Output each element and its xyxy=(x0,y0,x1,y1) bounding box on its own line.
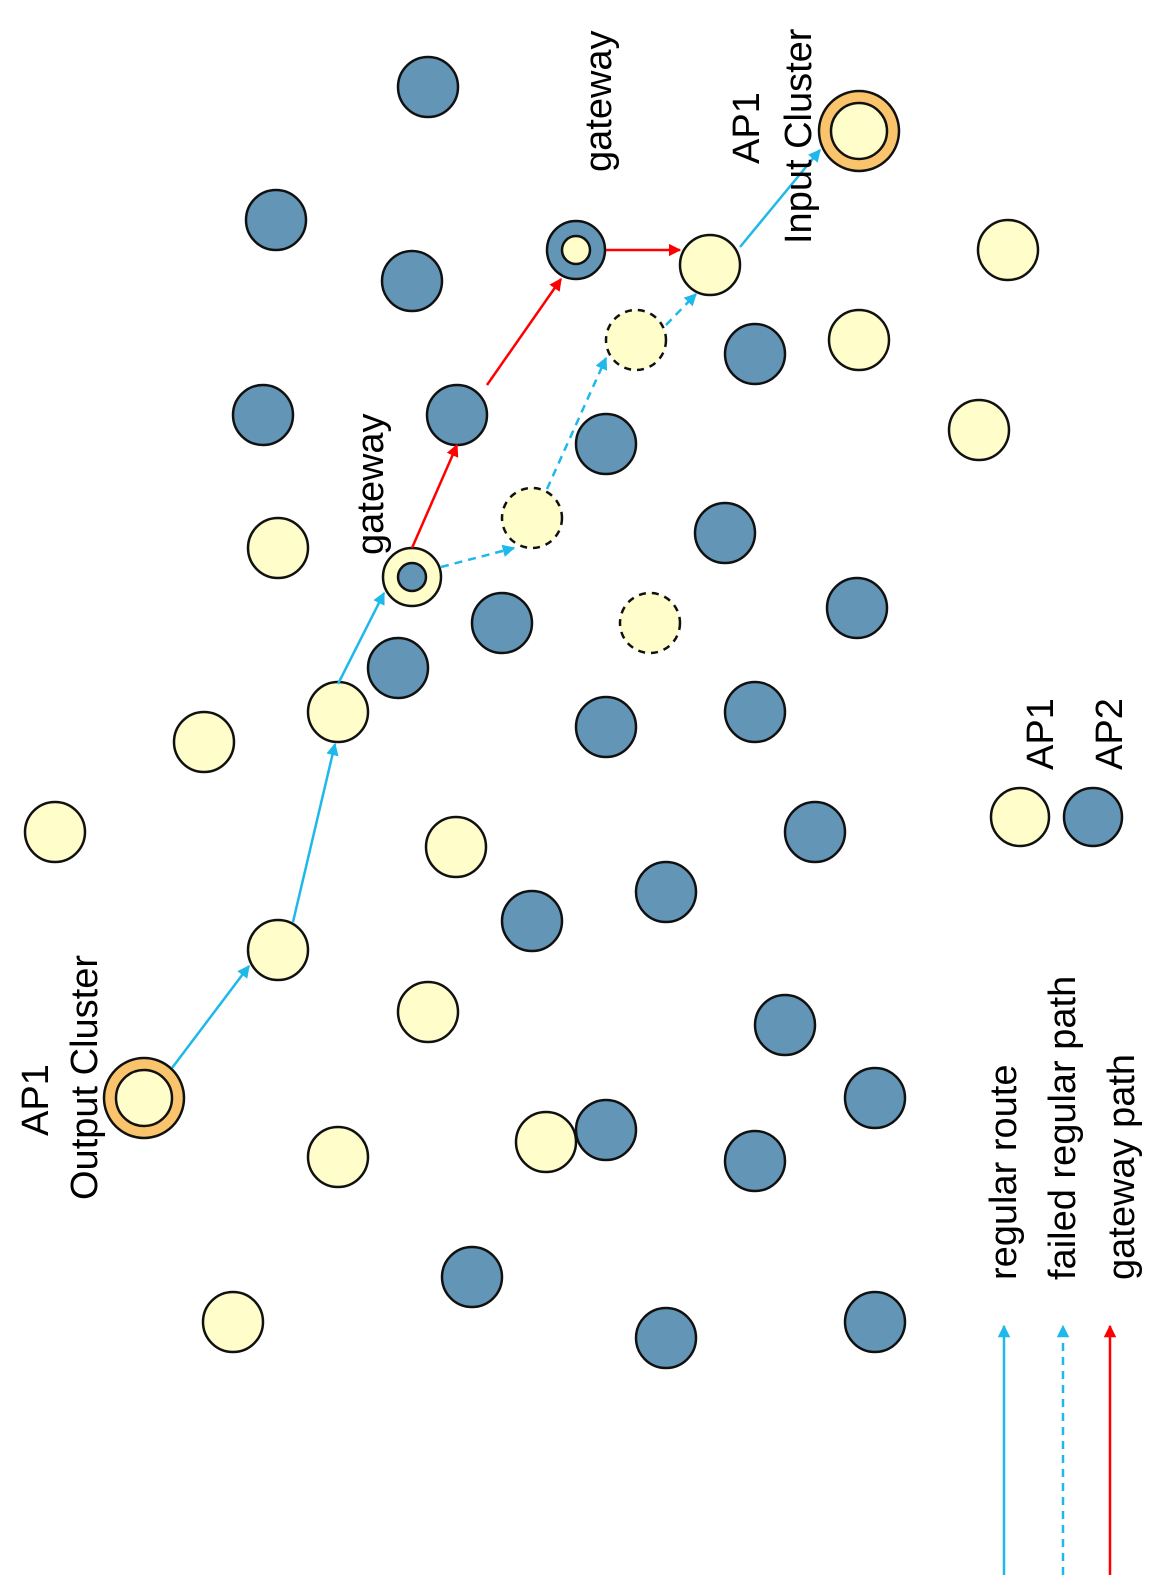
failed-nodes xyxy=(500,308,682,655)
failed-node xyxy=(618,591,682,655)
ap2-node xyxy=(783,800,847,864)
ap2-node xyxy=(231,383,295,447)
ap2-node xyxy=(825,576,889,640)
ap1-node xyxy=(23,800,87,864)
gateway-label-1: gateway xyxy=(350,413,392,555)
regular-route xyxy=(171,149,821,1069)
failed-arrow xyxy=(440,544,516,569)
route-arrow xyxy=(739,149,821,248)
ap1-node xyxy=(306,1125,370,1189)
output-cluster-label-name: Output Cluster xyxy=(64,955,106,1200)
output-cluster-label-ap1: AP1 xyxy=(15,1064,57,1136)
ap1-node xyxy=(246,516,310,580)
failed-node xyxy=(604,308,668,372)
ap1-node xyxy=(514,1110,578,1174)
ap2-node xyxy=(380,249,444,313)
gateway-node-1 xyxy=(381,546,443,608)
ap2-node xyxy=(574,1098,638,1162)
ap2-node xyxy=(425,383,489,447)
ap2-node xyxy=(634,860,698,924)
ap1-node xyxy=(172,710,236,774)
route-arrow xyxy=(336,591,386,685)
gateway-arrow xyxy=(410,443,459,549)
ap2-node xyxy=(753,993,817,1057)
ap1-node xyxy=(306,680,370,744)
failed-node xyxy=(500,486,564,550)
ap2-node xyxy=(723,1129,787,1193)
gateway-node-2 xyxy=(545,219,607,281)
ap2-node xyxy=(244,188,308,252)
legend-ap1-swatch xyxy=(989,786,1051,848)
ap2-node xyxy=(500,889,564,953)
ap1-nodes xyxy=(23,218,1040,1354)
legend-regular-route-label: regular route xyxy=(983,1065,1025,1280)
ap1-node xyxy=(396,980,460,1044)
input-cluster-label-ap1: AP1 xyxy=(726,92,768,164)
ap2-node xyxy=(693,501,757,565)
ap2-node xyxy=(574,412,638,476)
legend-failed-path-label: failed regular path xyxy=(1042,976,1084,1280)
ap2-node xyxy=(440,1245,504,1309)
failed-arrow xyxy=(545,356,608,490)
ap2-node xyxy=(574,695,638,759)
ap1-node xyxy=(246,918,310,982)
ap2-node xyxy=(396,55,460,119)
ap1-node xyxy=(424,815,488,879)
legend-ap2-label: AP2 xyxy=(1089,698,1131,770)
ap2-node xyxy=(843,1066,907,1130)
input-cluster-label-name: Input Cluster xyxy=(778,28,820,244)
ap1-node xyxy=(976,218,1040,282)
ap2-node xyxy=(470,591,534,655)
failed-regular-path xyxy=(440,293,697,569)
ap2-node xyxy=(723,322,787,386)
gateway-label-2: gateway xyxy=(578,30,620,172)
route-arrow xyxy=(291,742,339,923)
gateway-arrow xyxy=(485,277,563,386)
ap1-node xyxy=(827,308,891,372)
ap1-node xyxy=(201,1290,265,1354)
ap1-node xyxy=(678,233,742,297)
output-cluster-node xyxy=(102,1056,186,1140)
legend-ap2-swatch xyxy=(1062,786,1124,848)
ap2-nodes xyxy=(231,55,907,1370)
failed-arrow xyxy=(665,293,697,326)
gateway-path xyxy=(410,243,682,549)
legend-ap1-label: AP1 xyxy=(1020,698,1062,770)
route-arrow xyxy=(171,965,250,1069)
input-cluster-node xyxy=(817,89,901,173)
legend-gateway-path-label: gateway path xyxy=(1101,1054,1143,1280)
ap2-node xyxy=(843,1290,907,1354)
ap2-node xyxy=(366,636,430,700)
ap2-node xyxy=(634,1306,698,1370)
ap1-node xyxy=(947,398,1011,462)
ap2-node xyxy=(723,680,787,744)
